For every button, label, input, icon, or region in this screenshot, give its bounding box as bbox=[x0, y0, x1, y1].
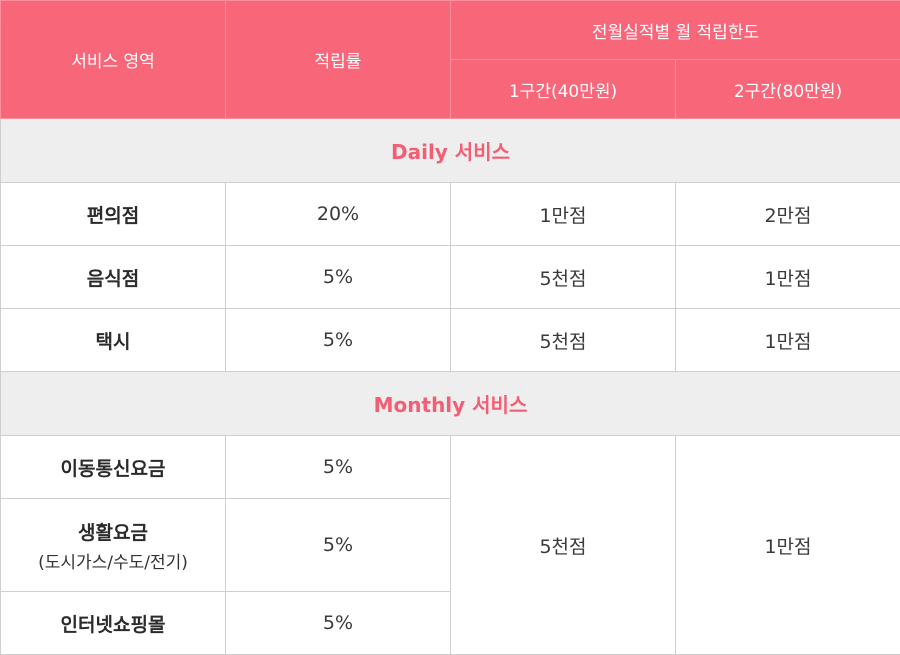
table-header: 서비스 영역 적립률 전월실적별 월 적립한도 1구간(40만원) 2구간(80… bbox=[0, 0, 900, 119]
row-rate: 5% bbox=[225, 498, 451, 592]
row-name-sub: (도시가스/수도/전기) bbox=[38, 552, 188, 573]
row-name: 생활요금 bbox=[78, 521, 148, 544]
row-rate: 20% bbox=[225, 182, 451, 246]
row-tier1: 5천점 bbox=[450, 245, 676, 309]
table-row: 편의점 20% 1만점 2만점 bbox=[0, 182, 900, 246]
header-tier2: 2구간(80만원) bbox=[675, 59, 900, 119]
header-tier1: 1구간(40만원) bbox=[450, 59, 676, 119]
section-title-monthly: Monthly 서비스 bbox=[0, 371, 900, 436]
table-row: 택시 5% 5천점 1만점 bbox=[0, 308, 900, 372]
row-name: 이동통신요금 bbox=[0, 435, 226, 499]
row-tier1: 1만점 bbox=[450, 182, 676, 246]
table-row: 이동통신요금 5% 5천점 1만점 bbox=[0, 435, 900, 655]
row-tier2: 1만점 bbox=[675, 308, 900, 372]
row-tier2: 2만점 bbox=[675, 182, 900, 246]
row-tier1: 5천점 bbox=[450, 308, 676, 372]
section-title-daily: Daily 서비스 bbox=[0, 118, 900, 183]
monthly-tier2: 1만점 bbox=[675, 435, 900, 655]
row-name: 음식점 bbox=[0, 245, 226, 309]
row-name: 인터넷쇼핑몰 bbox=[0, 591, 226, 655]
header-rate: 적립률 bbox=[225, 0, 451, 119]
row-rate: 5% bbox=[225, 308, 451, 372]
header-monthly-limit: 전월실적별 월 적립한도 bbox=[450, 0, 900, 60]
row-rate: 5% bbox=[225, 435, 451, 499]
row-rate: 5% bbox=[225, 245, 451, 309]
row-name: 편의점 bbox=[0, 182, 226, 246]
table-row: 생활요금 (도시가스/수도/전기) 5% bbox=[0, 498, 900, 592]
section-row-monthly: Monthly 서비스 bbox=[0, 371, 900, 436]
table-row: 인터넷쇼핑몰 5% bbox=[0, 591, 900, 655]
section-row-daily: Daily 서비스 bbox=[0, 118, 900, 183]
table-body: Daily 서비스 편의점 20% 1만점 2만점 음식점 5% 5천점 1만점… bbox=[0, 118, 900, 655]
row-name-with-sub: 생활요금 (도시가스/수도/전기) bbox=[0, 498, 226, 592]
row-tier2: 1만점 bbox=[675, 245, 900, 309]
row-rate: 5% bbox=[225, 591, 451, 655]
table-row: 음식점 5% 5천점 1만점 bbox=[0, 245, 900, 309]
row-name: 택시 bbox=[0, 308, 226, 372]
header-service-area: 서비스 영역 bbox=[0, 0, 226, 119]
monthly-tier1: 5천점 bbox=[450, 435, 676, 655]
